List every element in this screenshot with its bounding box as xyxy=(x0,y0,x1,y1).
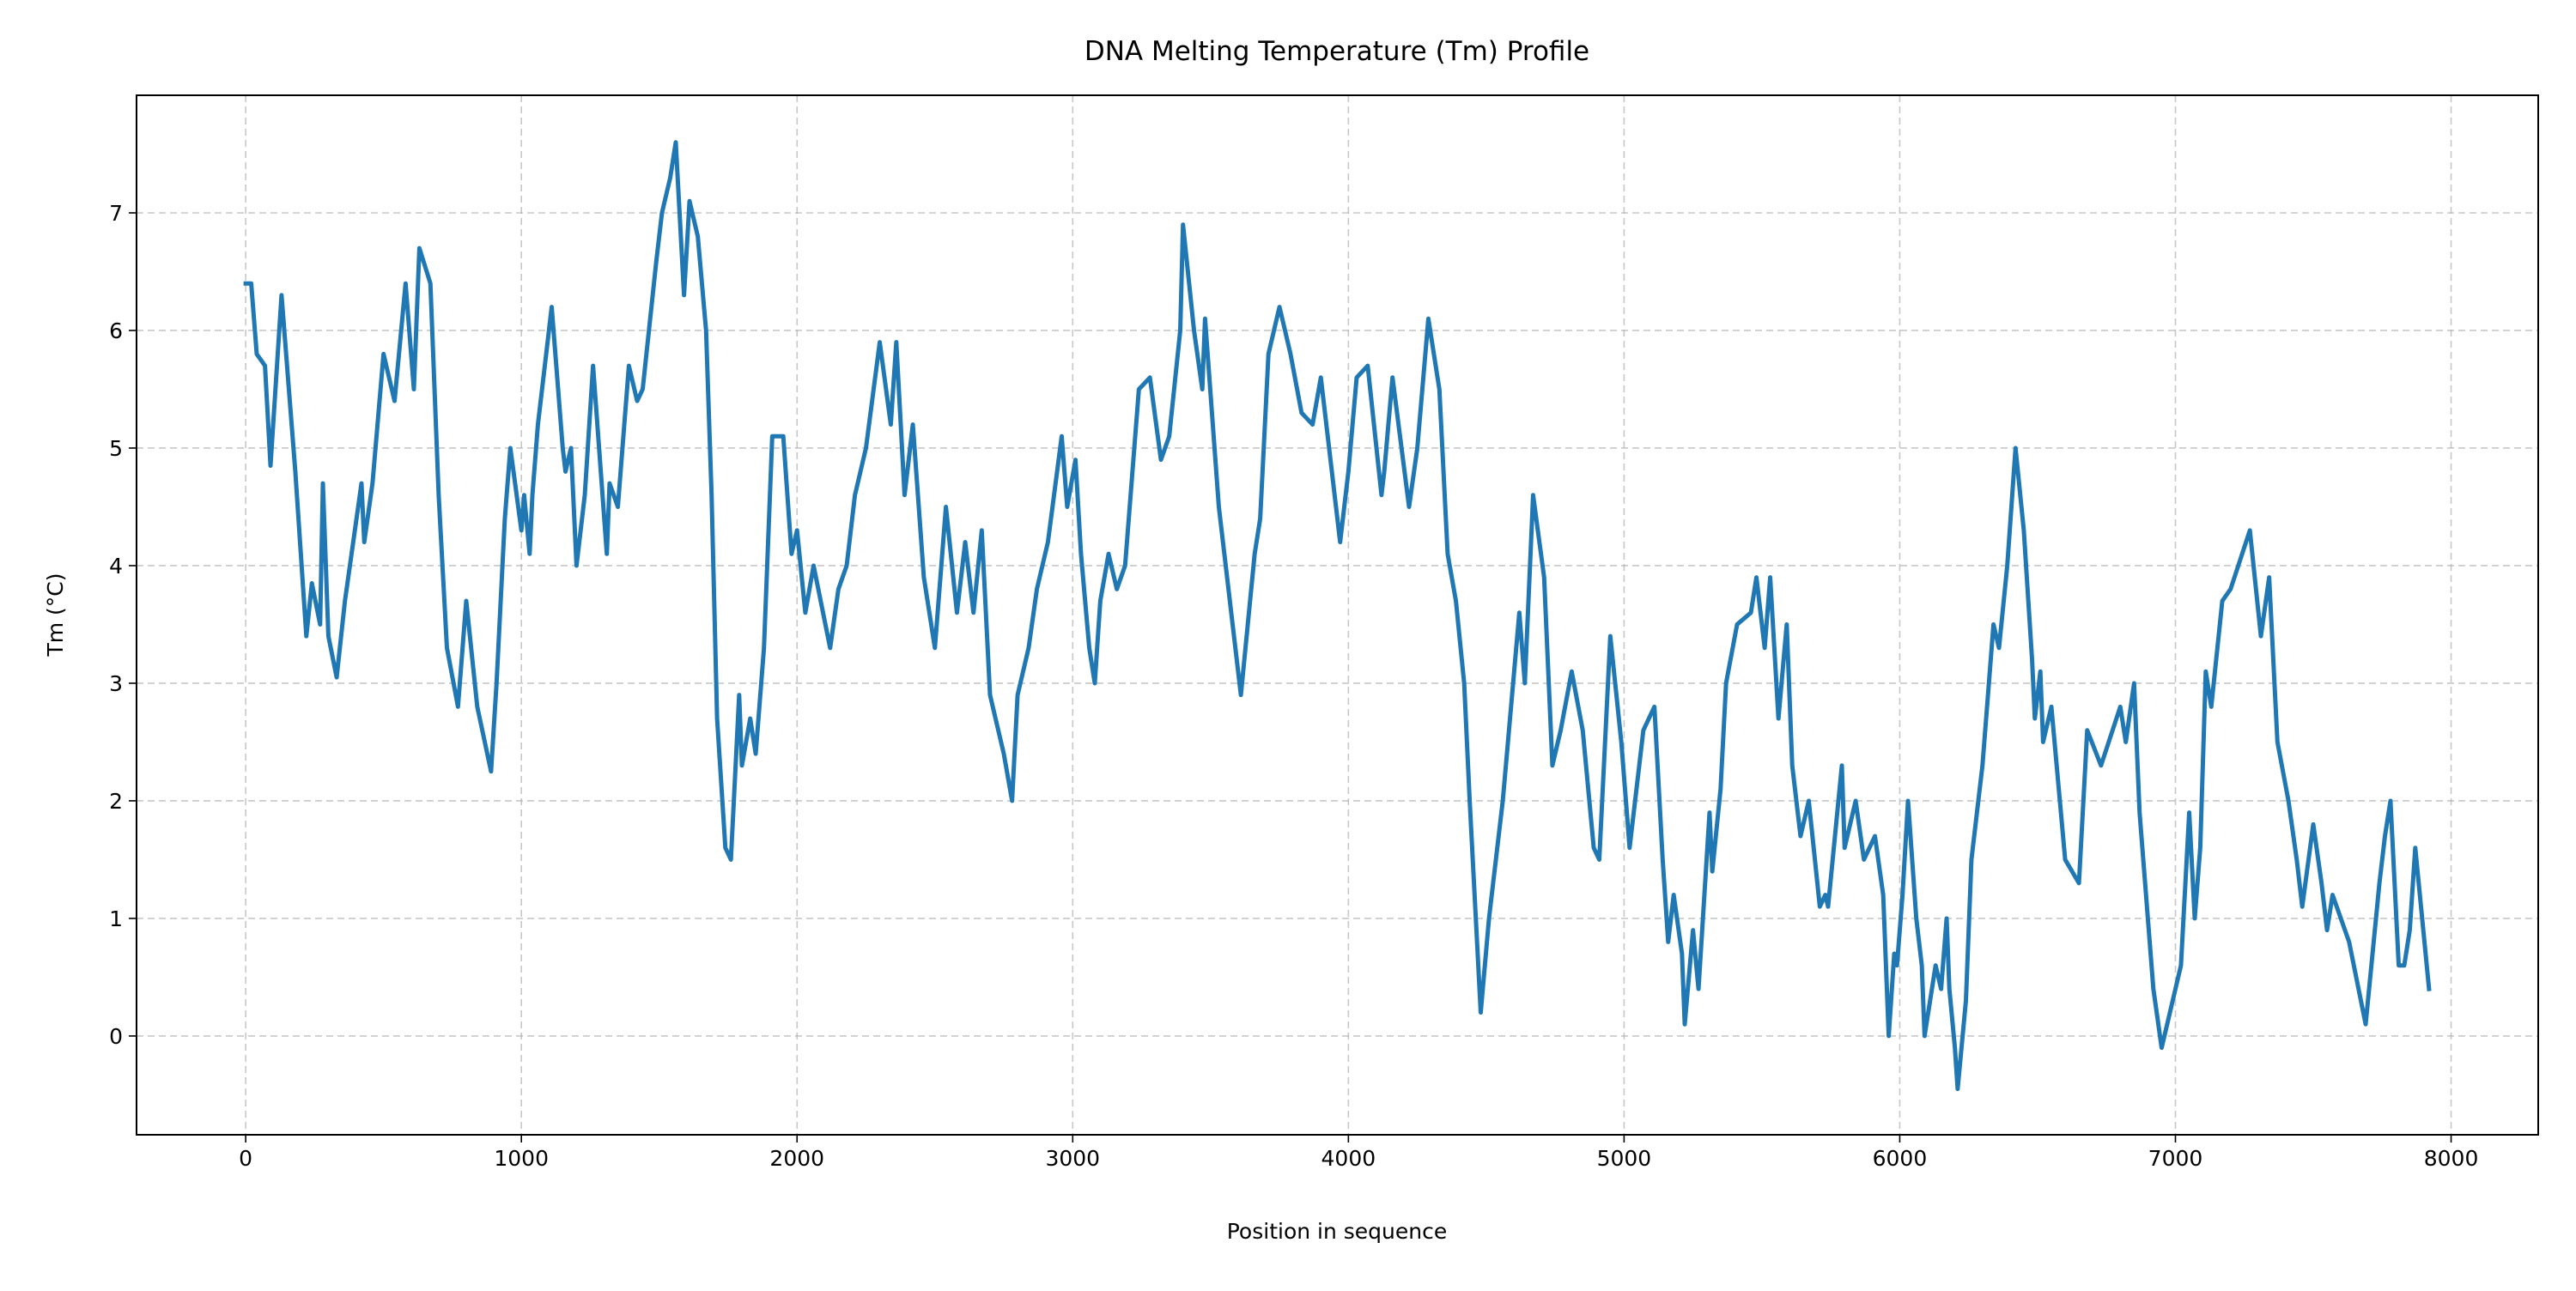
x-tick-label: 6000 xyxy=(1873,1146,1928,1171)
y-tick-label: 6 xyxy=(109,318,123,343)
y-tick-label: 4 xyxy=(109,554,123,579)
x-axis-label: Position in sequence xyxy=(1227,1219,1448,1244)
x-tick-label: 8000 xyxy=(2424,1146,2479,1171)
data-line xyxy=(243,140,2432,1092)
x-tick-label: 4000 xyxy=(1321,1146,1376,1171)
ticks: 0 1000 2000 3000 4000 5000 6000 7000 8000 0 1 2 3 4 5 6… xyxy=(109,201,2478,1171)
plot-frame xyxy=(136,94,2539,1136)
y-tick-label: 5 xyxy=(109,436,123,461)
y-tick-label: 2 xyxy=(109,789,123,814)
y-tick-label: 0 xyxy=(109,1024,123,1049)
x-tick-label: 3000 xyxy=(1045,1146,1100,1171)
chart-title: DNA Melting Temperature (Tm) Profile xyxy=(1084,36,1589,67)
y-tick-label: 7 xyxy=(109,201,123,226)
x-tick-label: 1000 xyxy=(494,1146,549,1171)
x-tick-label: 7000 xyxy=(2148,1146,2203,1171)
grid xyxy=(137,95,2538,1135)
plot-area xyxy=(243,140,2432,1092)
x-tick-label: 5000 xyxy=(1597,1146,1652,1171)
x-tick-label: 2000 xyxy=(769,1146,824,1171)
y-axis-label: Tm (°C) xyxy=(43,573,68,657)
x-tick-label: 0 xyxy=(239,1146,252,1171)
y-tick-label: 1 xyxy=(109,906,123,931)
y-tick-label: 3 xyxy=(109,671,123,696)
